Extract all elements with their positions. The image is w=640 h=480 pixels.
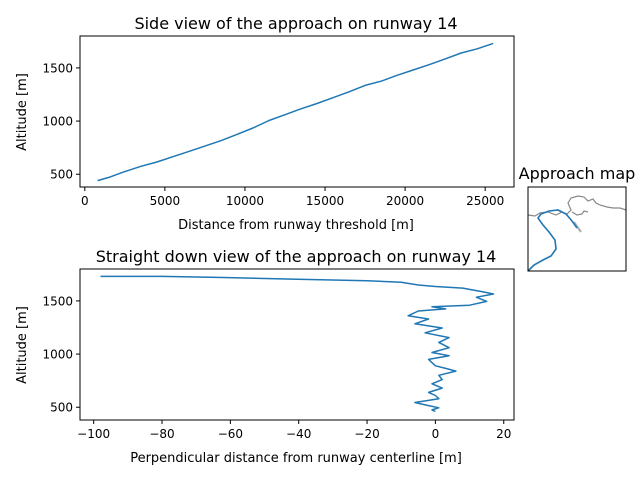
map-coastline xyxy=(571,210,589,216)
y-tick-label: 1000 xyxy=(42,115,73,129)
x-tick-label: −60 xyxy=(218,427,243,441)
approach-map: Approach map xyxy=(519,164,636,272)
x-tick-label: −80 xyxy=(149,427,174,441)
down-view-title: Straight down view of the approach on ru… xyxy=(96,247,497,266)
x-tick-label: 5000 xyxy=(150,194,181,208)
p2-series-line xyxy=(100,275,495,413)
side-view-ylabel: Altitude [m] xyxy=(15,73,30,151)
y-tick-label: 500 xyxy=(50,401,73,415)
y-tick-label: 1500 xyxy=(42,61,73,75)
side-view-chart: Side view of the approach on runway 14 0… xyxy=(15,14,515,233)
p1-series-line xyxy=(97,42,494,182)
x-tick-label: −20 xyxy=(354,427,379,441)
x-tick-label: −40 xyxy=(286,427,311,441)
down-view-frame xyxy=(79,268,515,421)
y-tick-label: 500 xyxy=(50,168,73,182)
approach-map-title: Approach map xyxy=(519,164,636,183)
x-tick-label: −100 xyxy=(77,427,110,441)
approach-map-frame xyxy=(527,186,627,272)
side-view-frame xyxy=(79,35,515,188)
map-approach-track xyxy=(527,209,578,272)
down-view-chart: Straight down view of the approach on ru… xyxy=(15,247,515,466)
down-view-xlabel: Perpendicular distance from runway cente… xyxy=(130,451,462,466)
map-runway-extension xyxy=(573,221,582,233)
x-tick-label: 25000 xyxy=(466,194,504,208)
x-tick-label: 20 xyxy=(496,427,511,441)
side-view-title: Side view of the approach on runway 14 xyxy=(134,14,457,33)
x-tick-label: 20000 xyxy=(386,194,424,208)
side-view-xlabel: Distance from runway threshold [m] xyxy=(178,218,414,233)
x-tick-label: 15000 xyxy=(306,194,344,208)
x-tick-label: 0 xyxy=(432,427,440,441)
y-tick-label: 1500 xyxy=(42,294,73,308)
map-coastline xyxy=(527,195,627,217)
down-view-ylabel: Altitude [m] xyxy=(15,306,30,384)
x-tick-label: 0 xyxy=(81,194,89,208)
x-tick-label: 10000 xyxy=(226,194,264,208)
y-tick-label: 1000 xyxy=(42,348,73,362)
